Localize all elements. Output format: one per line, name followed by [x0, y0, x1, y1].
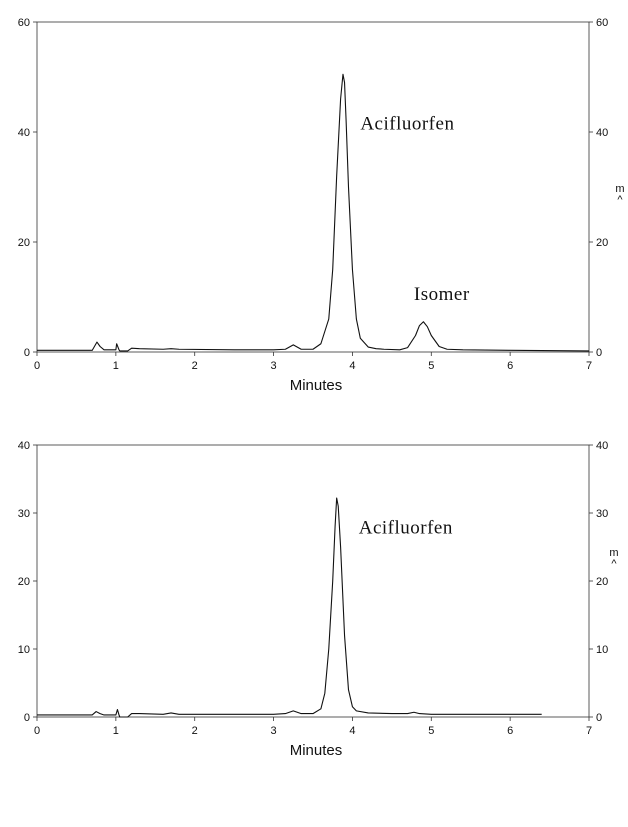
y-tick-label-left: 20: [18, 237, 30, 249]
x-tick-label: 7: [586, 725, 592, 737]
plot-frame: [36, 444, 590, 718]
x-tick-label: 1: [113, 360, 119, 372]
x-tick-label: 3: [271, 360, 277, 372]
y-tick-label-left: 30: [18, 508, 30, 520]
x-tick-label: 4: [349, 725, 355, 737]
x-tick-label: 6: [507, 725, 513, 737]
x-tick-label: 0: [34, 725, 40, 737]
x-tick-label: 2: [192, 360, 198, 372]
y-tick-label-right: 40: [596, 440, 608, 452]
y-tick-label-right: 20: [596, 576, 608, 588]
y-tick-label-left: 40: [18, 127, 30, 139]
y-tick-label-right: 0: [596, 712, 602, 724]
x-tick-label: 7: [586, 360, 592, 372]
y-tick-label-left: 60: [18, 17, 30, 29]
right-unit-label: ^: [617, 194, 623, 206]
y-tick-label-left: 0: [24, 712, 30, 724]
y-tick-label-left: 20: [18, 576, 30, 588]
y-tick-label-left: 10: [18, 644, 30, 656]
x-tick-label: 6: [507, 360, 513, 372]
y-tick-label-right: 10: [596, 644, 608, 656]
y-tick-label-right: 0: [596, 347, 602, 359]
x-tick-label: 5: [428, 725, 434, 737]
y-tick-label-right: 40: [596, 127, 608, 139]
peak-annotation: Isomer: [414, 284, 470, 305]
y-tick-label-left: 40: [18, 440, 30, 452]
peak-annotation: Acifluorfen: [360, 113, 454, 134]
right-unit-label: ^: [611, 558, 617, 570]
y-tick-label-left: 0: [24, 347, 30, 359]
x-tick-label: 4: [349, 360, 355, 372]
right-unit-label: m: [609, 547, 618, 559]
x-tick-label: 3: [271, 725, 277, 737]
right-unit-label: m: [615, 183, 624, 195]
peak-annotation: Acifluorfen: [359, 517, 453, 538]
x-tick-label: 5: [428, 360, 434, 372]
plot-frame: [36, 21, 590, 353]
x-tick-label: 2: [192, 725, 198, 737]
x-tick-label: 1: [113, 725, 119, 737]
x-axis-title: Minutes: [290, 377, 343, 394]
y-tick-label-right: 60: [596, 17, 608, 29]
x-tick-label: 0: [34, 360, 40, 372]
x-axis-title: Minutes: [290, 742, 343, 759]
y-tick-label-right: 30: [596, 508, 608, 520]
y-tick-label-right: 20: [596, 237, 608, 249]
chromatogram-trace: [37, 497, 542, 718]
chromatogram-trace: [37, 73, 590, 352]
